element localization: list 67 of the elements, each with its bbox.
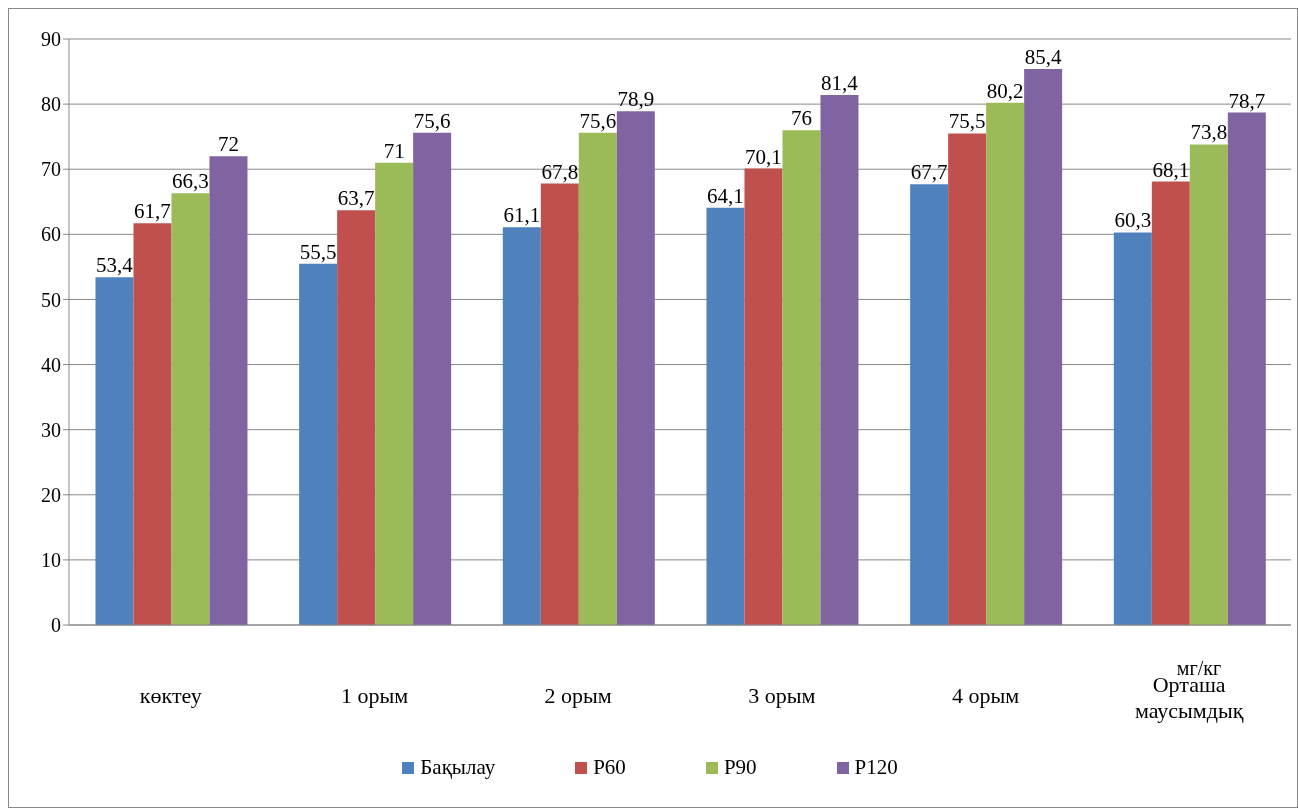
- data-label: 67,8: [541, 159, 579, 184]
- legend-label: Бақылау: [420, 755, 496, 780]
- data-label: 75,6: [579, 108, 617, 133]
- x-tick-label: көктеу: [139, 683, 202, 708]
- bar: [1227, 112, 1266, 625]
- bar: [1189, 144, 1228, 625]
- bar: [337, 210, 376, 625]
- y-tick-label: 30: [41, 418, 61, 441]
- data-label: 61,7: [134, 199, 171, 224]
- bar: [744, 168, 783, 625]
- data-label: 75,5: [948, 109, 986, 134]
- bar: [1151, 181, 1190, 625]
- legend-label: P120: [854, 755, 898, 780]
- bar: [95, 277, 134, 625]
- bar: [910, 184, 949, 625]
- y-tick-label: 20: [41, 483, 61, 506]
- data-label: 70,1: [745, 144, 782, 169]
- data-label: 64,1: [707, 183, 744, 208]
- y-tick-label: 0: [51, 614, 61, 637]
- bar: [616, 111, 655, 625]
- data-label: 81,4: [821, 71, 859, 95]
- bar: [706, 207, 745, 625]
- bar: [502, 227, 541, 625]
- bar: [1024, 68, 1063, 625]
- bar: [133, 223, 172, 625]
- y-tick-label: 60: [41, 223, 61, 246]
- data-label: 76: [790, 106, 812, 131]
- bar: [171, 193, 210, 625]
- data-label: 71: [383, 138, 405, 163]
- bar: [413, 132, 452, 625]
- data-label: 60,3: [1114, 208, 1152, 233]
- data-label: 78,9: [617, 87, 655, 112]
- x-tick-label: 4 орым: [951, 683, 1020, 708]
- bar: [375, 162, 414, 625]
- x-tick-label: 3 орым: [748, 683, 816, 708]
- data-label: 53,4: [96, 253, 134, 278]
- data-label: 78,7: [1228, 88, 1266, 113]
- data-label: 55,5: [299, 239, 337, 264]
- data-label: 75,6: [413, 108, 451, 133]
- y-tick-label: 40: [41, 353, 61, 376]
- x-tick-label: 2 орым: [544, 683, 612, 708]
- data-label: 68,1: [1152, 157, 1190, 182]
- bar: [578, 132, 617, 625]
- bar: [782, 130, 821, 625]
- y-tick-label: 50: [41, 288, 61, 311]
- y-tick-label: 10: [41, 548, 61, 571]
- data-label: 61,1: [503, 203, 541, 228]
- data-label: 72: [217, 132, 239, 157]
- bar: [299, 263, 338, 625]
- legend-label: P60: [593, 755, 626, 780]
- bar: [820, 95, 859, 625]
- y-tick-label: 90: [41, 28, 61, 51]
- data-label: 63,7: [337, 186, 375, 211]
- legend-label: P90: [723, 755, 757, 780]
- bar: [1113, 232, 1152, 625]
- data-label: 80,2: [986, 78, 1024, 103]
- bar: [540, 183, 579, 625]
- bar: [209, 156, 248, 625]
- y-tick-label: 80: [41, 93, 61, 116]
- bar: [948, 133, 987, 625]
- data-label: 85,4: [1024, 44, 1063, 69]
- bar: [986, 102, 1025, 625]
- x-tick-label: 1 орым: [340, 683, 409, 708]
- data-label: 73,8: [1190, 120, 1228, 145]
- data-label: 67,7: [910, 160, 948, 185]
- data-label: 66,3: [172, 169, 209, 194]
- y-tick-label: 70: [41, 158, 61, 181]
